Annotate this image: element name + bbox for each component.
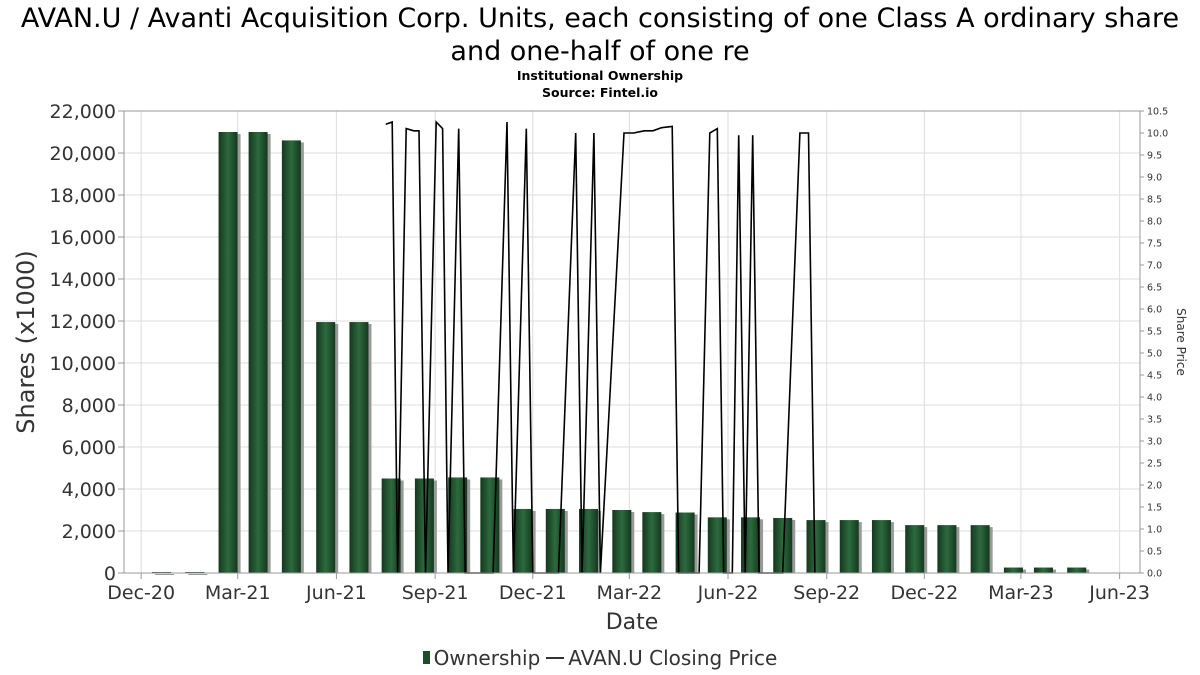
ownership-bar: [381, 478, 401, 573]
y2-tick-label: 10.5: [1147, 107, 1168, 118]
y2-tick-label: 7.5: [1147, 239, 1162, 250]
y2-tick-label: 0.0: [1147, 569, 1162, 580]
ownership-bar: [806, 520, 826, 573]
ownership-bar: [316, 322, 336, 573]
x-tick-label: Mar-21: [205, 582, 271, 604]
ownership-bar: [839, 520, 859, 573]
y-tick-label: 16,000: [50, 227, 116, 249]
y-axis-label: Shares (x1000): [12, 250, 40, 433]
x-tick-label: Dec-22: [890, 582, 958, 604]
ownership-bar: [448, 477, 468, 573]
ownership-bar: [642, 512, 662, 573]
y2-tick-label: 1.5: [1147, 503, 1162, 514]
y2-tick-label: 4.0: [1147, 393, 1162, 404]
y-tick-label: 20,000: [50, 143, 116, 165]
x-axis-ticks: Dec-20 Mar-21 Jun-21 Sep-21 Dec-21 Mar-22 Jun-…: [107, 573, 1150, 604]
y-tick-label: 4,000: [62, 479, 116, 501]
y2-tick-label: 3.0: [1147, 437, 1162, 448]
ownership-bar: [281, 140, 301, 573]
legend-ownership-swatch: [422, 651, 430, 664]
x-tick-label: Dec-20: [107, 582, 175, 604]
y2-tick-label: 2.0: [1147, 481, 1162, 492]
legend-price-swatch: [546, 657, 565, 659]
y-tick-label: 0: [104, 563, 116, 585]
ownership-bar: [675, 512, 695, 573]
ownership-bars: [152, 132, 1090, 575]
ownership-bar: [905, 525, 925, 573]
x-tick-label: Sep-21: [402, 582, 469, 604]
y-tick-label: 14,000: [50, 269, 116, 291]
ownership-bar: [1003, 567, 1023, 573]
x-tick-label: Jun-22: [697, 582, 759, 604]
plot-frame: [123, 110, 1141, 574]
ownership-bar: [937, 525, 957, 573]
legend-ownership-label: Ownership: [433, 646, 541, 670]
bar-shadow: [188, 574, 208, 575]
y2-tick-label: 4.5: [1147, 371, 1162, 382]
grid: [124, 110, 1140, 574]
x-axis-label: Date: [606, 610, 659, 635]
y-tick-label: 6,000: [62, 437, 116, 459]
y2-tick-label: 7.0: [1147, 261, 1162, 272]
ownership-bar: [1033, 567, 1053, 573]
bar-shadow: [155, 574, 175, 575]
y-tick-label: 22,000: [50, 101, 116, 123]
price-line-group: [385, 120, 816, 574]
ownership-bar: [513, 508, 533, 573]
chart-title: AVAN.U / Avanti Acquisition Corp. Units,…: [20, 3, 1180, 67]
x-tick-label: Sep-22: [793, 582, 860, 604]
legend-price-label: AVAN.U Closing Price: [568, 646, 778, 670]
y-tick-label: 18,000: [50, 185, 116, 207]
y2-tick-label: 9.0: [1147, 173, 1162, 184]
ownership-bar: [612, 510, 632, 573]
y2-tick-label: 1.0: [1147, 525, 1162, 536]
ownership-bar: [248, 132, 268, 573]
ownership-bar: [871, 520, 891, 573]
ownership-bar: [707, 517, 727, 573]
y-tick-label: 8,000: [62, 395, 116, 417]
y2-tick-label: 10.0: [1147, 129, 1168, 140]
x-tick-label: Mar-22: [596, 582, 662, 604]
y-tick-label: 12,000: [50, 311, 116, 333]
y-tick-label: 2,000: [62, 521, 116, 543]
y2-tick-label: 8.5: [1147, 195, 1162, 206]
y2-axis-ticks: 0.0 0.5 1.0 1.5 2.0 2.5 3.0 3.5 4.0 4.5 5.0 5.5 6.0 6…: [1140, 107, 1168, 580]
y2-axis-label: Share Price: [1174, 308, 1188, 376]
chart-subtitle-ownership: Institutional Ownership: [516, 68, 684, 83]
y2-tick-label: 6.0: [1147, 305, 1162, 316]
y2-tick-label: 9.5: [1147, 151, 1162, 162]
x-tick-label: Jun-21: [305, 582, 367, 604]
legend: Ownership AVAN.U Closing Price: [0, 646, 1200, 670]
x-tick-label: Dec-21: [499, 582, 567, 604]
y-axis-ticks: 0 2,000 4,000 6,000 8,000 10,000 12,000 14,000 1…: [50, 101, 124, 585]
ownership-bar: [1067, 567, 1087, 573]
x-tick-label: Mar-23: [988, 582, 1054, 604]
y2-tick-label: 3.5: [1147, 415, 1162, 426]
chart-subtitle-source: Source: Fintel.io: [542, 85, 658, 100]
y2-tick-label: 5.5: [1147, 327, 1162, 338]
ownership-bar: [545, 508, 565, 573]
ownership-bar: [349, 322, 369, 573]
ownership-bar: [773, 517, 793, 573]
ownership-bar: [218, 132, 238, 573]
y2-tick-label: 0.5: [1147, 547, 1162, 558]
y-tick-label: 10,000: [50, 353, 116, 375]
x-tick-label: Jun-23: [1088, 582, 1150, 604]
ownership-bar: [970, 525, 990, 573]
ownership-bar: [480, 477, 500, 573]
price-line: [385, 120, 816, 574]
y2-tick-label: 2.5: [1147, 459, 1162, 470]
y2-tick-label: 6.5: [1147, 283, 1162, 294]
y2-tick-label: 5.0: [1147, 349, 1162, 360]
y2-tick-label: 8.0: [1147, 217, 1162, 228]
